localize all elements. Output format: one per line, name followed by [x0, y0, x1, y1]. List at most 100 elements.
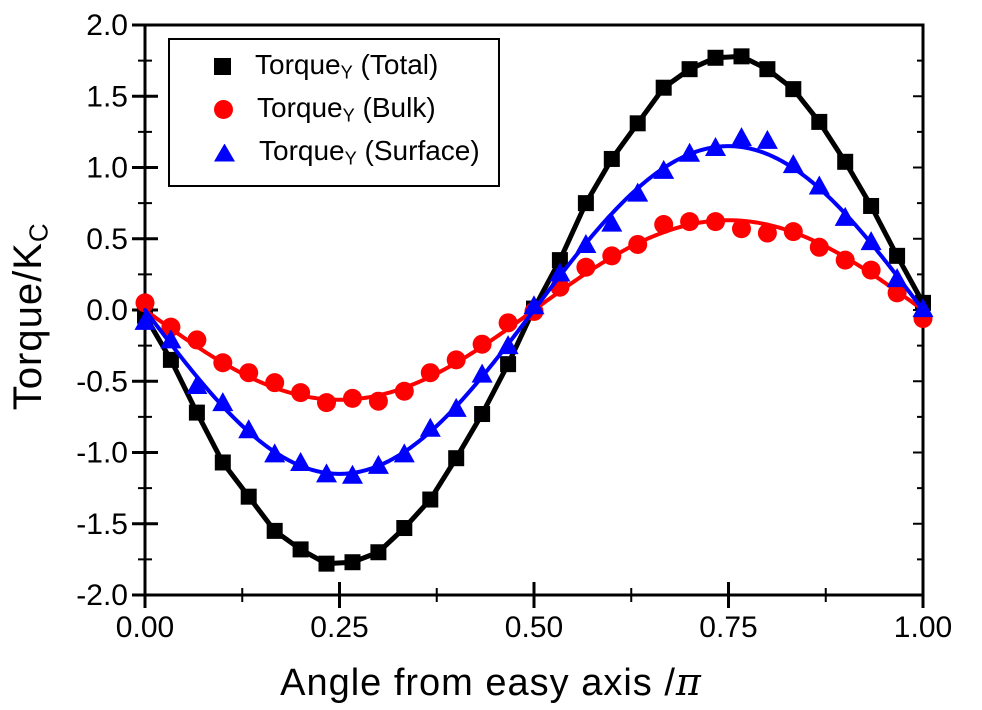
data-point-circle [368, 391, 388, 411]
data-point-circle [861, 260, 881, 280]
y-axis-title-subscript: C [23, 222, 54, 243]
y-tick-label: -2.0 [76, 579, 128, 612]
data-point-square [811, 113, 828, 130]
data-point-triangle [160, 329, 182, 349]
data-point-triangle [290, 451, 312, 471]
data-point-triangle [393, 443, 415, 463]
y-tick-label: -1.0 [76, 437, 128, 470]
data-point-triangle [238, 419, 260, 439]
data-point-circle [706, 212, 726, 232]
data-point-square [837, 153, 854, 170]
data-point-triangle [705, 137, 727, 157]
legend-label-surface: TorqueY (Surface) [259, 135, 480, 169]
data-point-circle [602, 246, 622, 266]
x-tick-label: 0.50 [505, 611, 563, 644]
data-point-circle [680, 212, 700, 232]
data-point-circle [654, 215, 674, 234]
data-point-square [733, 48, 750, 65]
y-tick-label: 0.0 [86, 294, 128, 327]
x-axis-title-text: Angle from easy axis / [280, 662, 676, 704]
data-point-square [214, 454, 231, 471]
data-point-triangle [575, 233, 597, 253]
data-point-square [681, 61, 698, 78]
data-point-triangle [860, 231, 882, 251]
data-point-square [344, 554, 361, 571]
data-point-triangle [808, 175, 830, 195]
data-point-triangle [186, 375, 208, 395]
data-point-triangle [497, 335, 519, 355]
data-point-circle [317, 393, 337, 413]
data-point-circle [472, 334, 492, 354]
y-tick-label: -0.5 [76, 365, 128, 398]
data-point-circle [498, 313, 518, 333]
data-point-square [188, 404, 205, 421]
legend-label-total: TorqueY (Total) [255, 49, 439, 83]
data-point-triangle [367, 454, 389, 474]
y-tick-label: 1.5 [86, 80, 128, 113]
square-marker-icon [214, 58, 231, 75]
y-axis-title: Torque/KC [6, 106, 55, 526]
data-point-circle [239, 363, 259, 383]
data-point-triangle [912, 298, 934, 318]
data-point-square [292, 541, 309, 558]
data-point-circle [342, 388, 362, 408]
data-point-square [863, 197, 880, 214]
data-point-square [162, 351, 179, 368]
data-point-triangle [782, 154, 804, 174]
data-point-square [655, 79, 672, 96]
y-tick-label: -1.5 [76, 508, 128, 541]
legend-item-bulk: TorqueY (Bulk) [170, 88, 498, 131]
data-point-square [370, 544, 387, 561]
x-axis-title: Angle from easy axis /π [0, 660, 982, 705]
data-point-circle [291, 383, 311, 403]
data-point-circle [265, 373, 285, 393]
data-point-square [240, 488, 257, 505]
data-point-square [551, 252, 568, 269]
x-tick-label: 0.25 [310, 611, 368, 644]
data-point-square [759, 61, 776, 78]
data-point-circle [213, 353, 233, 373]
data-point-square [422, 491, 439, 508]
data-point-circle [187, 330, 207, 350]
data-point-triangle [264, 443, 286, 463]
data-point-square [500, 356, 517, 373]
x-tick-label: 0.00 [116, 611, 174, 644]
data-point-circle [161, 317, 181, 337]
data-point-circle [628, 234, 648, 254]
x-tick-label: 0.75 [699, 611, 757, 644]
data-point-triangle [601, 212, 623, 232]
data-point-square [577, 195, 594, 212]
data-point-triangle [419, 417, 441, 437]
data-point-circle [576, 257, 596, 277]
circle-marker-icon [214, 100, 233, 119]
data-point-square [603, 150, 620, 167]
data-point-triangle [549, 262, 571, 282]
legend: TorqueY (Total) TorqueY (Bulk) TorqueY (… [168, 38, 500, 187]
data-point-square [318, 555, 335, 572]
data-point-triangle [445, 397, 467, 417]
data-point-circle [731, 219, 751, 239]
data-point-triangle [886, 268, 908, 288]
x-tick-label: 1.00 [894, 611, 952, 644]
data-point-circle [420, 363, 440, 383]
y-tick-label: 2.0 [86, 9, 128, 42]
legend-item-surface: TorqueY (Surface) [170, 131, 498, 174]
y-tick-label: 0.5 [86, 223, 128, 256]
data-point-square [629, 115, 646, 132]
data-point-triangle [316, 463, 338, 483]
data-point-circle [394, 381, 414, 401]
data-point-square [448, 450, 465, 467]
data-point-square [889, 247, 906, 264]
data-point-circle [446, 350, 466, 370]
data-point-square [266, 522, 283, 539]
data-point-circle [809, 237, 829, 257]
data-point-circle [757, 223, 777, 243]
data-point-square [474, 406, 491, 423]
data-point-triangle [653, 159, 675, 179]
data-point-square [396, 520, 413, 537]
legend-item-total: TorqueY (Total) [170, 45, 498, 88]
data-point-triangle [679, 142, 701, 162]
legend-label-bulk: TorqueY (Bulk) [257, 92, 436, 126]
y-tick-label: 1.0 [86, 152, 128, 185]
